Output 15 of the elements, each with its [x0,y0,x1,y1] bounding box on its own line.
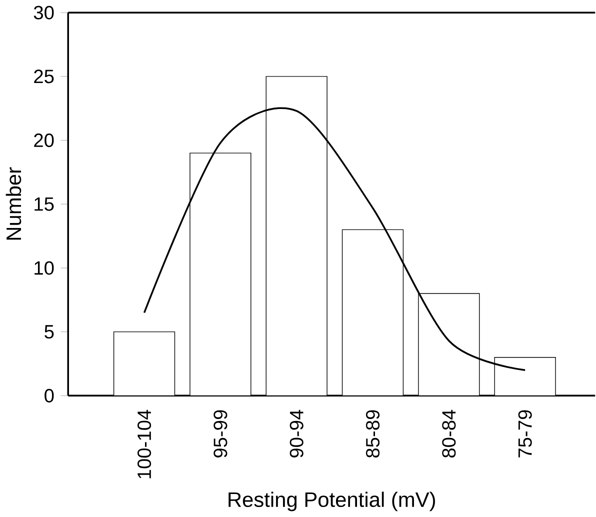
x-tick-label: 85-89 [366,410,380,458]
x-axis-title: Resting Potential (mV) [228,492,435,512]
x-tick-label: 90-94 [290,410,304,458]
y-tick-label: 30 [34,6,54,20]
y-axis-title: Number [6,167,22,240]
x-tick-label: 95-99 [214,410,228,458]
y-tick-label: 15 [34,197,54,211]
y-tick-label: 10 [34,261,54,275]
y-tick-label: 5 [44,325,54,339]
y-tick-label: 0 [44,388,54,402]
y-tick-label: 25 [34,70,54,84]
x-tick-label: 80-84 [442,410,456,458]
x-tick-label: 75-79 [518,410,532,458]
x-tick-label: 100-104 [137,410,152,478]
y-tick-label: 20 [34,134,54,148]
